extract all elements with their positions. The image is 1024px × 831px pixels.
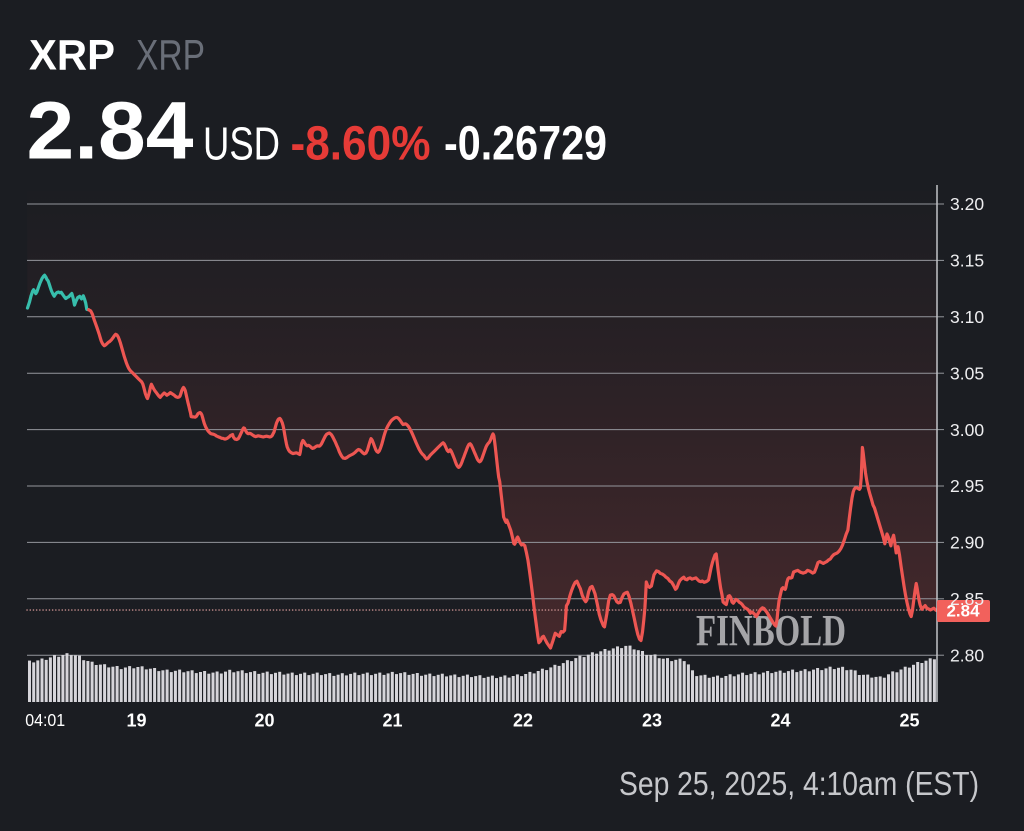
svg-text:3.10: 3.10 <box>950 307 984 327</box>
svg-text:Sep 25, 2025, 4:10am (EST): Sep 25, 2025, 4:10am (EST) <box>619 766 979 803</box>
svg-text:-0.26729: -0.26729 <box>444 118 607 171</box>
svg-text:XRP: XRP <box>136 32 205 80</box>
svg-text:22: 22 <box>513 711 533 731</box>
svg-text:3.00: 3.00 <box>950 420 984 440</box>
svg-text:20: 20 <box>254 711 274 731</box>
svg-text:23: 23 <box>642 711 662 731</box>
svg-text:2.84: 2.84 <box>946 602 980 621</box>
svg-text:2.80: 2.80 <box>950 645 984 665</box>
svg-text:19: 19 <box>126 711 146 731</box>
svg-text:21: 21 <box>382 711 402 731</box>
svg-text:24: 24 <box>770 711 790 731</box>
svg-text:3.05: 3.05 <box>950 363 984 383</box>
svg-text:USD: USD <box>203 118 280 170</box>
svg-text:2.95: 2.95 <box>950 476 984 496</box>
svg-text:04:01: 04:01 <box>25 710 65 730</box>
svg-text:2.90: 2.90 <box>950 533 984 553</box>
svg-text:XRP: XRP <box>29 32 115 80</box>
svg-text:-8.60%: -8.60% <box>291 118 431 171</box>
svg-text:2.85: 2.85 <box>950 589 984 609</box>
svg-text:FINBOLD: FINBOLD <box>696 606 846 655</box>
svg-text:3.15: 3.15 <box>950 251 984 271</box>
svg-text:25: 25 <box>899 711 919 731</box>
svg-text:3.20: 3.20 <box>950 194 984 214</box>
svg-text:2.84: 2.84 <box>27 86 194 177</box>
